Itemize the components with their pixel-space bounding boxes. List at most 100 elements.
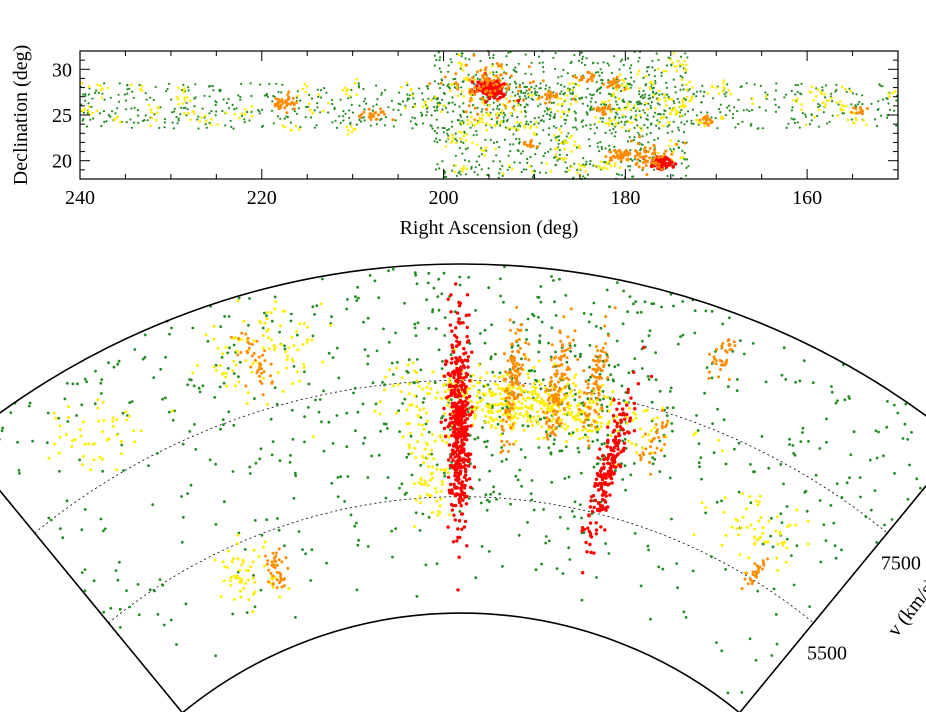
cone-point-f6 [273, 559, 277, 563]
sky-point-yellow [844, 87, 847, 91]
sky-point-field [358, 118, 361, 122]
cone-point-field [374, 402, 378, 406]
sky-point-field [442, 83, 445, 86]
sky-point-field [492, 101, 495, 104]
cone-point-field [615, 339, 619, 343]
sky-point-a1367 [664, 165, 669, 169]
cone-point-f7 [749, 579, 753, 583]
cone-point-f6 [279, 577, 283, 581]
cone-point-field [525, 338, 528, 341]
cone-point-field [219, 427, 222, 431]
sky-point-field [441, 108, 444, 111]
cone-point-field [419, 463, 423, 467]
cone-point-y4 [776, 515, 780, 519]
cone-point-wall [474, 408, 478, 412]
cone-point-wall [494, 417, 498, 421]
cone-point-y4 [754, 499, 758, 503]
cone-point-f7 [751, 573, 755, 576]
cone-point-wall [592, 389, 596, 393]
cone-point-y6 [447, 435, 451, 439]
cone-point-f2 [551, 365, 555, 369]
sky-point-g5 [572, 74, 576, 78]
sky-point-field [576, 168, 579, 171]
sky-point-field [577, 59, 581, 63]
cone-point-field [621, 322, 625, 326]
sky-point-yellow [250, 115, 254, 118]
sky-point-field [442, 91, 446, 95]
cone-point-wall [476, 405, 480, 409]
cone-point-f3 [584, 418, 588, 422]
sky-point-field [518, 95, 521, 98]
cone-point-field [120, 443, 124, 447]
sky-point-field [433, 140, 436, 143]
cone-point-field [588, 344, 592, 347]
sky-point-field [193, 105, 196, 108]
cone-point-field [253, 397, 256, 400]
sky-point-field [421, 98, 425, 101]
cone-point-field [437, 348, 441, 352]
cone-point-f2 [555, 410, 559, 414]
sky-point-field [658, 93, 661, 96]
sky-point-field [633, 136, 636, 139]
sky-point-field [574, 126, 577, 129]
sky-point-field [649, 132, 652, 135]
sky-point-field [375, 84, 378, 87]
sky-point-yellow [795, 100, 799, 104]
sky-point-field [218, 88, 221, 91]
cone-point-y5 [58, 435, 62, 439]
cone-point-field [728, 316, 731, 320]
cone-point-f3 [596, 396, 600, 400]
cone-point-field [526, 424, 530, 428]
sky-point-field [451, 96, 454, 99]
cone-point-field [66, 420, 70, 423]
cone-point-y5 [111, 419, 115, 423]
cone-point-field [317, 410, 321, 414]
cone-point-y6 [431, 465, 435, 469]
sky-point-field [592, 164, 595, 167]
sky-point-g7 [596, 108, 600, 112]
sky-point-field [89, 118, 92, 121]
cone-point-field [128, 401, 132, 404]
sky-point-field [764, 109, 767, 112]
cone-point-y6 [423, 447, 427, 451]
cone-point-wall [498, 402, 502, 406]
cone-point-y4 [736, 519, 740, 523]
sky-point-field [524, 85, 527, 89]
sky-point-yellow [531, 94, 534, 97]
sky-point-yellow [644, 74, 648, 78]
sky-point-field [440, 70, 443, 73]
sky-point-field [458, 146, 461, 150]
sky-point-a1367 [671, 165, 675, 169]
cone-point-y2 [291, 357, 294, 361]
sky-point-yellow [453, 170, 457, 174]
sky-point-g1 [285, 111, 289, 115]
sky-point-yellow [626, 102, 630, 105]
cone-point-field [322, 389, 325, 393]
sky-point-yellow [865, 123, 868, 127]
cone-point-y6 [419, 478, 423, 482]
cone-point-y4 [749, 523, 753, 527]
sky-point-yellow [681, 105, 684, 109]
sky-point-field [426, 87, 429, 90]
cone-point-f2 [566, 365, 570, 369]
cone-point-coma-finger [466, 401, 470, 405]
cone-point-f4 [269, 374, 272, 378]
cone-point-y6 [407, 392, 411, 396]
sky-point-yellow [626, 105, 629, 108]
sky-point-field [420, 114, 423, 117]
sky-point-g9 [852, 106, 856, 110]
sky-point-field [660, 71, 663, 74]
sky-point-field [848, 87, 851, 90]
sky-point-field [796, 121, 799, 124]
cone-point-y4 [757, 519, 761, 523]
sky-point-field [441, 98, 444, 101]
cone-point-field [349, 513, 353, 517]
cone-point-field [469, 462, 472, 466]
sky-point-a1367-halo [664, 149, 668, 153]
sky-point-yellow [604, 121, 608, 125]
sky-point-field [123, 93, 126, 96]
sky-point-coma-halo [527, 65, 531, 69]
sky-point-yellow [129, 83, 133, 87]
cone-point-wall [479, 400, 482, 403]
cone-point-field [424, 422, 428, 426]
